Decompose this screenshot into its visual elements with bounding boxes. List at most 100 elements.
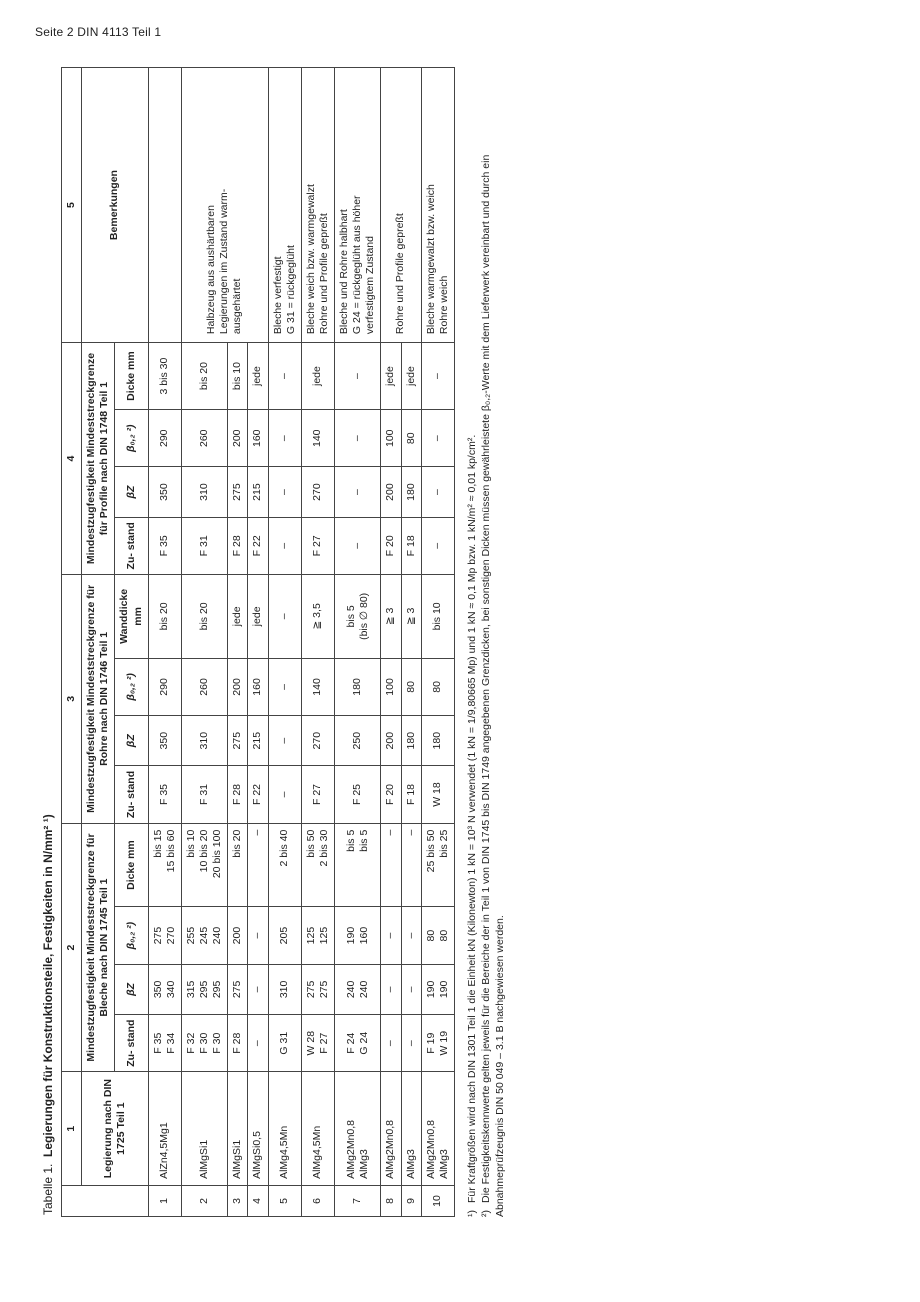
cell-r-w: jede <box>248 575 268 659</box>
cell-b-zu: – <box>248 1014 268 1071</box>
colnum-1: 1 <box>62 1072 82 1186</box>
row-num: 6 <box>301 1185 334 1216</box>
cell-r-bz: 350 <box>148 716 181 766</box>
row-num: 4 <box>248 1185 268 1216</box>
page-header: Seite 2 DIN 4113 Teil 1 <box>35 25 885 39</box>
head-dicke-b: Dicke mm <box>115 823 148 907</box>
cell-p-bz: 270 <box>301 467 334 517</box>
cell-r-b02: 80 <box>401 658 421 715</box>
cell-p-bz: 310 <box>181 467 227 517</box>
cell-r-b02: 290 <box>148 658 181 715</box>
cell-b-b02: – <box>248 907 268 964</box>
cell-r-w: bis 5(bis ∅ 80) <box>335 575 381 659</box>
cell-r-zu: F 31 <box>181 766 227 823</box>
table-row: 6AlMg4,5MnW 28F 27275275125125bis 502 bi… <box>301 68 334 1217</box>
cell-p-d: jede <box>301 343 334 410</box>
cell-b-b02: 190160 <box>335 907 381 964</box>
cell-b-b02: 200 <box>228 907 248 964</box>
colnum-5: 5 <box>62 68 82 343</box>
cell-p-zu: – <box>421 517 454 574</box>
cell-p-bz: – <box>335 467 381 517</box>
cell-remarks <box>148 68 181 343</box>
head-group2: Mindestzugfestigkeit Mindeststreckgrenze… <box>82 823 115 1072</box>
cell-p-zu: F 22 <box>248 517 268 574</box>
cell-b-d: – <box>248 823 268 907</box>
cell-remarks: Bleche verfestigtG 31 = rückgeglüht <box>268 68 301 343</box>
cell-r-bz: 275 <box>228 716 248 766</box>
cell-b-d: bis 502 bis 30 <box>301 823 334 907</box>
cell-p-d: – <box>268 343 301 410</box>
cell-p-b02: 260 <box>181 410 227 467</box>
cell-b-zu: – <box>381 1014 401 1071</box>
cell-b-zu: W 28F 27 <box>301 1014 334 1071</box>
cell-p-b02: 160 <box>248 410 268 467</box>
table-body: 1AlZn4,5Mg1F 35F 34350340275270bis 1515 … <box>148 68 454 1217</box>
row-num: 10 <box>421 1185 454 1216</box>
cell-p-zu: F 27 <box>301 517 334 574</box>
cell-alloy: AlMgSi0,5 <box>248 1072 268 1186</box>
cell-r-zu: F 20 <box>381 766 401 823</box>
cell-remarks: Halbzeug aus aushärtbarenLegierungen im … <box>181 68 268 343</box>
cell-b-bz: 190190 <box>421 964 454 1014</box>
cell-alloy: AlMg2Mn0,8 <box>381 1072 401 1186</box>
cell-r-w: bis 10 <box>421 575 454 659</box>
row-num: 7 <box>335 1185 381 1216</box>
row-num: 8 <box>381 1185 401 1216</box>
cell-alloy: AlMgSi1 <box>181 1072 227 1186</box>
row-num: 2 <box>181 1185 227 1216</box>
table-caption: Tabelle 1. Legierungen für Konstruktions… <box>41 57 55 1215</box>
cell-b-b02: 125125 <box>301 907 334 964</box>
head-b02-r: β₀,₂ ²) <box>115 658 148 715</box>
cell-p-bz: 275 <box>228 467 248 517</box>
cell-b-b02: 255245240 <box>181 907 227 964</box>
cell-b-d: 2 bis 40 <box>268 823 301 907</box>
cell-r-b02: 180 <box>335 658 381 715</box>
head-bz-p: βZ <box>115 467 148 517</box>
table-row: 2AlMgSi1F 32F 30F 30315295295255245240bi… <box>181 68 227 1217</box>
cell-r-w: ≧ 3 <box>381 575 401 659</box>
cell-r-zu: F 22 <box>248 766 268 823</box>
cell-r-zu: W 18 <box>421 766 454 823</box>
cell-p-d: – <box>335 343 381 410</box>
cell-r-b02: 140 <box>301 658 334 715</box>
cell-b-b02: 205 <box>268 907 301 964</box>
cell-remarks: Bleche warmgewalzt bzw. weichRohre weich <box>421 68 454 343</box>
rotated-table-container: Tabelle 1. Legierungen für Konstruktions… <box>35 57 885 1217</box>
cell-r-zu: F 18 <box>401 766 421 823</box>
cell-r-b02: – <box>268 658 301 715</box>
cell-b-b02: 275270 <box>148 907 181 964</box>
cell-remarks: Bleche weich bzw. warmgewalztRohre und P… <box>301 68 334 343</box>
cell-p-zu: F 20 <box>381 517 401 574</box>
footnotes: ¹)Für Kraftgrößen wird nach DIN 1301 Tei… <box>465 77 508 1217</box>
colnum-3: 3 <box>62 575 82 824</box>
cell-b-d: bis 20 <box>228 823 248 907</box>
cell-r-bz: 180 <box>401 716 421 766</box>
cell-p-d: bis 20 <box>181 343 227 410</box>
cell-r-w: – <box>268 575 301 659</box>
cell-p-bz: – <box>268 467 301 517</box>
cell-b-bz: – <box>401 964 421 1014</box>
cell-b-d: bis 1010 bis 2020 bis 100 <box>181 823 227 907</box>
cell-p-b02: 200 <box>228 410 248 467</box>
cell-p-b02: – <box>268 410 301 467</box>
cell-b-bz: 315295295 <box>181 964 227 1014</box>
cell-b-d: 25 bis 50bis 25 <box>421 823 454 907</box>
cell-p-zu: F 28 <box>228 517 248 574</box>
cell-alloy: AlMgSi1 <box>228 1072 248 1186</box>
cell-b-zu: G 31 <box>268 1014 301 1071</box>
cell-r-zu: F 25 <box>335 766 381 823</box>
cell-p-b02: – <box>335 410 381 467</box>
cell-r-b02: 160 <box>248 658 268 715</box>
cell-p-zu: F 31 <box>181 517 227 574</box>
cell-p-b02: 80 <box>401 410 421 467</box>
cell-r-b02: 100 <box>381 658 401 715</box>
head-group3: Mindestzugfestigkeit Mindeststreckgrenze… <box>82 575 115 824</box>
cell-p-d: jede <box>381 343 401 410</box>
cell-r-w: jede <box>228 575 248 659</box>
cell-r-zu: F 27 <box>301 766 334 823</box>
cell-alloy: AlMg4,5Mn <box>301 1072 334 1186</box>
cell-alloy: AlMg3 <box>401 1072 421 1186</box>
cell-r-bz: 200 <box>381 716 401 766</box>
cell-r-w: ≧ 3,5 <box>301 575 334 659</box>
colnum-2: 2 <box>62 823 82 1072</box>
